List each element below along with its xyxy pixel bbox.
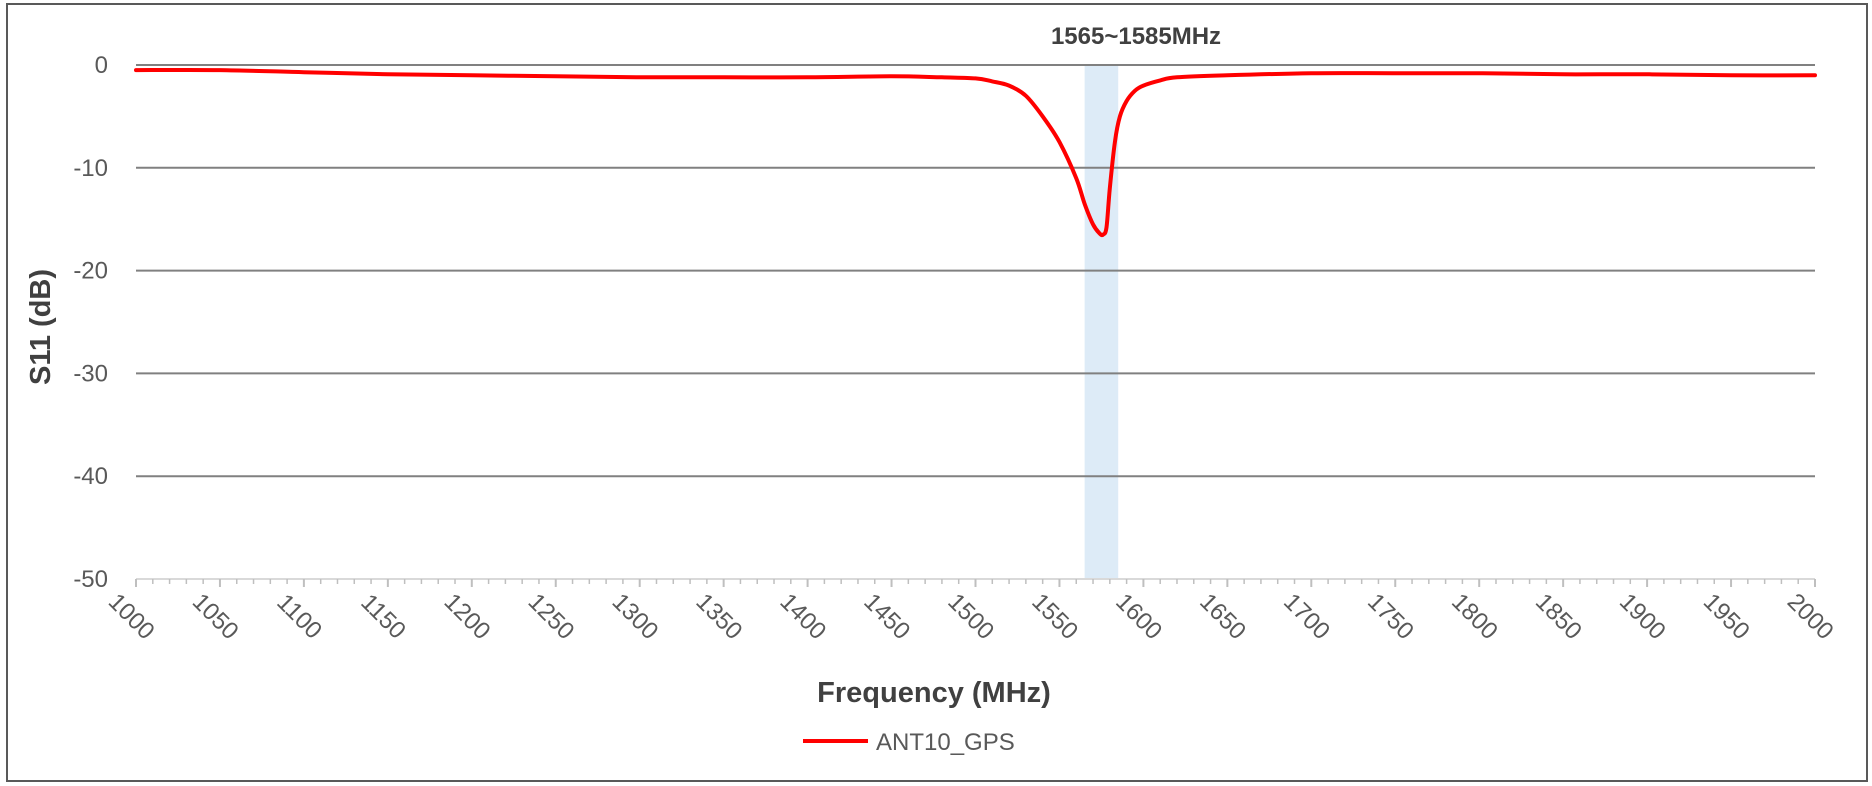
x-tick-label: 1650 xyxy=(1194,588,1251,645)
y-tick-label: 0 xyxy=(95,52,108,79)
x-tick-label: 1150 xyxy=(355,589,411,645)
x-tick-label: 1900 xyxy=(1614,588,1671,645)
x-tick-label: 2000 xyxy=(1782,588,1839,645)
band-label: 1565~1585MHz xyxy=(1051,23,1221,50)
y-tick-label: -30 xyxy=(73,360,108,387)
series-line-ant10-gps xyxy=(134,67,1817,238)
x-tick-label: 1950 xyxy=(1698,588,1755,645)
y-tick-label: -50 xyxy=(73,566,108,593)
gridline-layer: 0 -10 -20 -30 -40 -50 xyxy=(73,52,1815,593)
x-tick-label: 1300 xyxy=(607,588,664,645)
legend: ANT10_GPS xyxy=(803,729,1015,756)
x-tick-label: 1700 xyxy=(1278,588,1335,645)
x-tick-label: 1200 xyxy=(439,588,496,645)
x-tick-label: 1750 xyxy=(1362,588,1419,645)
y-axis-title: S11 (dB) xyxy=(25,269,57,385)
x-tick-label: 1100 xyxy=(271,589,327,645)
x-tick-label: 1050 xyxy=(187,588,244,645)
y-tick-label: -10 xyxy=(73,155,108,182)
y-tick-label: -20 xyxy=(73,258,108,285)
x-tick-label: 1600 xyxy=(1110,588,1167,645)
x-tick-label: 1000 xyxy=(103,588,160,645)
x-tick-label: 1550 xyxy=(1026,588,1083,645)
y-tick-label: -40 xyxy=(73,463,108,490)
x-tick-label: 1850 xyxy=(1530,588,1587,645)
x-axis-title: Frequency (MHz) xyxy=(817,677,1051,709)
x-tick-label: 1250 xyxy=(523,588,580,645)
axis-layer: 1000 1050 1100 1150 1200 1250 1300 1350 1400 1450… xyxy=(103,579,1839,645)
legend-label: ANT10_GPS xyxy=(876,729,1015,756)
x-tick-label: 1500 xyxy=(942,588,999,645)
chart-frame xyxy=(6,3,1868,782)
x-tick-label: 1450 xyxy=(858,588,915,645)
x-tick-label: 1350 xyxy=(691,588,748,645)
x-tick-label: 1800 xyxy=(1446,588,1503,645)
x-tick-label: 1400 xyxy=(774,588,831,645)
series-layer xyxy=(134,67,1817,238)
